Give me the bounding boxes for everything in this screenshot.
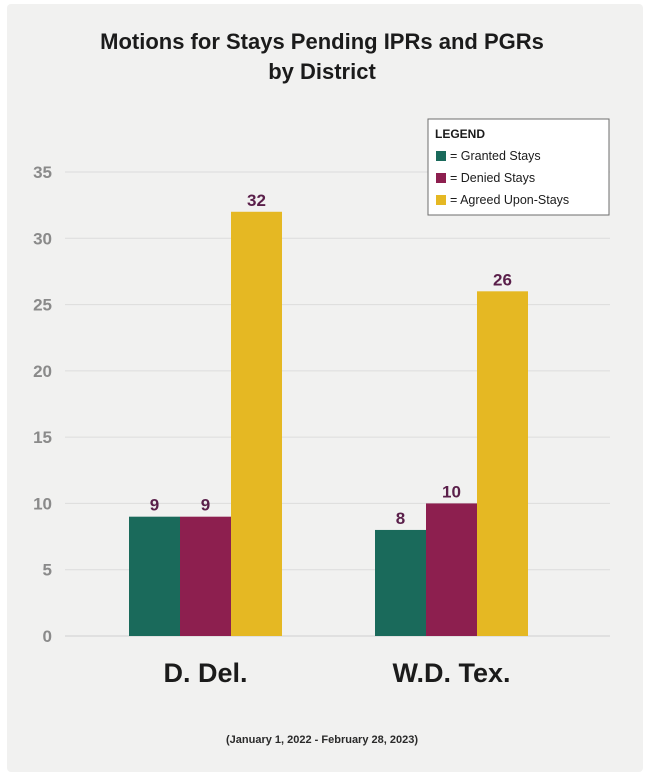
bar [426,503,477,636]
bar [375,529,426,636]
x-axis-categories: D. Del. W.D. Tex. [163,658,510,688]
x-category-label: W.D. Tex. [392,658,510,688]
y-tick-label: 25 [33,296,52,315]
x-category-label: D. Del. [163,658,247,688]
chart-title-line-2: by District [268,59,376,84]
data-label: 9 [150,496,159,515]
data-label: 32 [247,191,266,210]
legend-box [427,118,610,216]
legend-swatch [436,173,446,183]
bars [129,211,528,636]
legend-label: = Agreed Upon-Stays [450,193,569,207]
data-label: 9 [201,496,210,515]
bar [231,211,282,636]
legend-items: = Granted Stays = Denied Stays = Agreed Up… [436,149,569,207]
y-tick-label: 15 [33,428,52,447]
legend-swatch [436,151,446,161]
data-label: 8 [396,509,405,528]
legend-label: = Denied Stays [450,171,535,185]
y-tick-label: 5 [43,561,52,580]
y-tick-label: 0 [43,627,52,646]
y-axis-ticks: 0 5 10 15 20 25 30 35 [33,163,52,646]
legend: LEGEND = Granted Stays = Denied Stays = Ag… [427,118,610,216]
data-label: 26 [493,270,512,289]
legend-label: = Granted Stays [450,149,541,163]
y-tick-label: 35 [33,163,52,182]
data-labels: 9 9 32 8 10 26 [150,191,512,528]
bar [129,516,180,636]
bar [477,291,528,636]
y-tick-label: 10 [33,494,52,513]
legend-title: LEGEND [435,127,485,141]
y-tick-label: 20 [33,362,52,381]
legend-swatch [436,195,446,205]
date-range-footnote: (January 1, 2022 - February 28, 2023) [226,734,418,746]
chart-title-line-1: Motions for Stays Pending IPRs and PGRs [100,29,544,54]
bar [180,516,231,636]
y-tick-label: 30 [33,229,52,248]
data-label: 10 [442,482,461,501]
